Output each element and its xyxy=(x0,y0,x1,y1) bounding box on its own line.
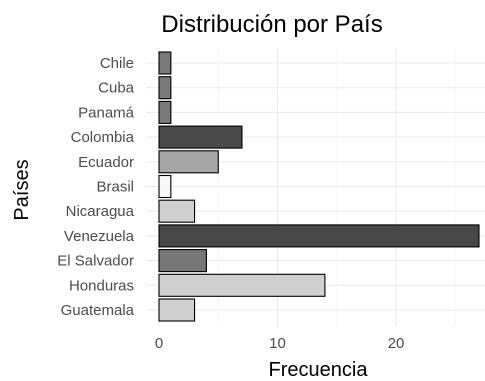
y-tick-label: Panamá xyxy=(78,104,135,121)
bar-honduras xyxy=(158,273,326,297)
y-tick-label: Chile xyxy=(100,55,134,72)
bar-ecuador xyxy=(158,150,219,174)
chart-title: Distribución por País xyxy=(161,11,382,38)
bar-venezuela xyxy=(158,224,480,248)
x-tick-label: 10 xyxy=(269,335,286,352)
y-tick-label: Colombia xyxy=(71,129,135,146)
y-tick-label: Ecuador xyxy=(78,154,134,171)
bar-nicaragua xyxy=(158,199,196,223)
y-tick-labels: Chile Cuba Panamá Colombia Ecuador Brasil Nica… xyxy=(57,55,134,319)
x-axis-title: Frecuencia xyxy=(269,359,369,381)
bar-colombia xyxy=(158,125,243,149)
bars xyxy=(158,51,480,322)
bar-panamá xyxy=(158,100,172,124)
y-axis-title: Países xyxy=(11,159,33,220)
y-tick-label: Brasil xyxy=(96,179,134,196)
bar-guatemala xyxy=(158,298,196,322)
bar-el-salvador xyxy=(158,249,207,273)
x-tick-labels: 0 10 20 xyxy=(155,335,405,352)
bar-cuba xyxy=(158,76,172,100)
y-tick-label: Honduras xyxy=(69,277,134,294)
y-tick-label: Venezuela xyxy=(64,228,135,245)
y-tick-label: El Salvador xyxy=(57,253,134,270)
x-tick-label: 0 xyxy=(155,335,163,352)
x-tick-label: 20 xyxy=(388,335,405,352)
bar-brasil xyxy=(158,174,172,199)
bar-chile xyxy=(158,51,172,75)
y-tick-label: Cuba xyxy=(98,80,135,97)
y-tick-label: Nicaragua xyxy=(66,203,135,220)
y-tick-label: Guatemala xyxy=(61,302,135,319)
